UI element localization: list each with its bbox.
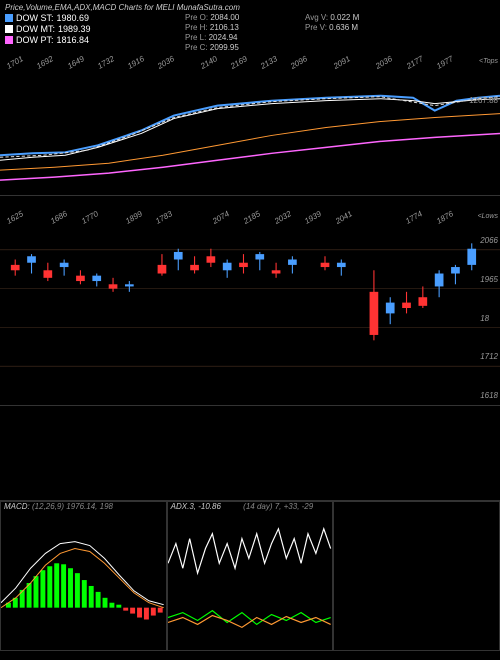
price-annotation: 1267.88 [469,96,498,105]
x-tick-label [35,214,40,222]
candle-corner-label: <Lows [478,213,498,220]
macd-values: (12,26,9) 1976.14, 198 [32,502,113,511]
chart-title: Price,Volume,EMA,ADX,MACD Charts for MEL… [5,3,495,12]
legend-item: DOW PT: 1816.84 [5,35,185,45]
legend-column: DOW ST: 1980.69DOW MT: 1989.39DOW PT: 18… [5,12,185,53]
avg-data-item: Avg V: 0.022 M [305,13,425,22]
adx-label: ADX.3, -10.86 [171,502,221,511]
legend-swatch [5,36,13,44]
x-tick-label [110,214,115,222]
adx-panel: ADX.3, -10.86 (14 day) 7, +33, -29 [167,501,334,651]
x-tick-label [318,59,323,67]
legend-label: DOW ST: [16,13,54,23]
candle-x-axis: 1625168617701899178320742185203219392041… [0,213,460,222]
y-tick-label: 1712 [480,352,498,361]
legend-value: 1980.69 [57,13,90,23]
x-tick-label [197,214,202,222]
y-tick-label: 1965 [480,275,498,284]
third-panel [333,501,500,651]
legend-item: DOW ST: 1980.69 [5,13,185,23]
candle-svg [0,211,500,405]
prev-data-item: Pre H: 2106.13 [185,23,305,32]
top-corner-label: <Tops [479,58,498,65]
top-x-axis: 1701169216491732191620362140216921332096… [0,58,460,67]
x-tick-label [390,214,395,222]
adx-svg [168,514,333,650]
avg-data-item: Pre V: 0.636 M [305,23,425,32]
macd-panel: MACD: (12,26,9) 1976.14, 198 [0,501,167,651]
legend-item: DOW MT: 1989.39 [5,24,185,34]
legend-label: DOW PT: [16,35,54,45]
spacer-panel [0,406,500,501]
legend-value: 1989.39 [58,24,91,34]
x-tick-label [184,214,189,222]
prev-data-item: Pre L: 2024.94 [185,33,305,42]
x-tick-label [361,59,366,67]
y-tick-label: 2066 [480,236,498,245]
macd-title: MACD: (12,26,9) 1976.14, 198 [4,502,113,511]
candle-y-axis: 2066 1965 18 1712 1618 [480,236,498,400]
x-tick-label [364,214,369,222]
macd-svg [1,514,166,650]
x-tick-label [185,59,190,67]
x-tick-label [377,214,382,222]
y-tick-label: 18 [480,314,498,323]
avg-data-column: Avg V: 0.022 MPre V: 0.636 M [305,12,425,53]
info-row: DOW ST: 1980.69DOW MT: 1989.39DOW PT: 18… [5,12,495,53]
prev-data-column: Pre O: 2084.00Pre H: 2106.13Pre L: 2024.… [185,12,305,53]
line-chart-svg [0,56,500,195]
adx-title: ADX.3, -10.86 (14 day) 7, +33, -29 [171,502,314,511]
adx-values: (14 day) 7, +33, -29 [243,502,313,511]
prev-data-item: Pre C: 2099.95 [185,43,305,52]
ema-line-chart: 1701169216491732191620362140216921332096… [0,56,500,196]
indicators-row: MACD: (12,26,9) 1976.14, 198 ADX.3, -10.… [0,501,500,651]
chart-header: Price,Volume,EMA,ADX,MACD Charts for MEL… [0,0,500,56]
legend-swatch [5,25,13,33]
y-tick-label: 1618 [480,391,498,400]
macd-label: MACD: [4,502,30,511]
prev-data-item: Pre O: 2084.00 [185,13,305,22]
candlestick-chart: 1625168617701899178320742185203219392041… [0,211,500,406]
legend-label: DOW MT: [16,24,55,34]
legend-swatch [5,14,13,22]
legend-value: 1816.84 [57,35,90,45]
